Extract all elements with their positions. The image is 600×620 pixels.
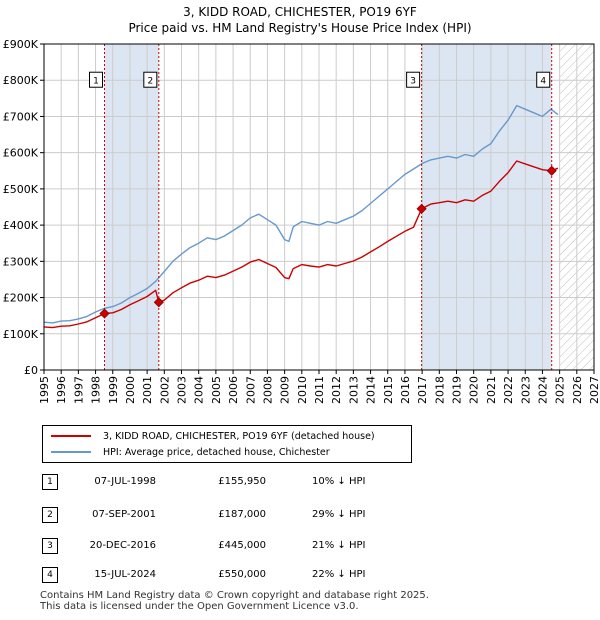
x-tick-label: 1997 [72,376,85,404]
transaction-hpi-diff: 10% ↓ HPI [312,476,366,487]
x-tick-label: 2021 [485,376,498,404]
x-tick-label: 2020 [468,376,481,404]
footer-copyright: Contains HM Land Registry data © Crown c… [40,590,429,601]
transaction-marker [416,203,427,214]
x-tick-label: 2023 [519,376,532,404]
transaction-row: 3 20-DEC-2016 £445,000 21% ↓ HPI [0,536,600,556]
x-tick-label: 2025 [554,376,567,404]
x-tick-label: 2012 [330,376,343,404]
x-tick-label: 2011 [313,376,326,404]
footer-license: This data is licensed under the Open Gov… [40,601,359,612]
transaction-date: 07-SEP-2001 [92,509,156,520]
transaction-hpi-diff: 29% ↓ HPI [312,509,366,520]
marker-label: 4 [540,77,546,87]
x-tick-label: 2015 [382,376,395,404]
x-tick-label: 1999 [107,376,120,404]
marker-label-box [143,71,158,88]
x-tick-label: 2006 [227,376,240,404]
legend-label-hpi: HPI: Average price, detached house, Chic… [103,446,330,458]
x-tick-label: 2016 [399,376,412,404]
hpi-line [43,104,559,324]
transaction-marker [546,165,557,176]
legend-item-hpi: HPI: Average price, detached house, Chic… [51,445,330,459]
y-tick-label: £0 [24,364,38,377]
x-tick-label: 2002 [158,376,171,404]
transaction-row: 4 15-JUL-2024 £550,000 22% ↓ HPI [0,565,600,585]
transaction-hpi-diff: 22% ↓ HPI [312,569,366,580]
x-tick-label: 2010 [296,376,309,404]
x-tick-label: 2009 [279,376,292,404]
x-tick-label: 2001 [141,376,154,404]
legend-swatch-price [51,435,91,437]
legend-swatch-hpi [51,451,91,453]
marker-label: 3 [410,77,416,87]
transaction-price: £187,000 [218,509,266,520]
legend-label-price: 3, KIDD ROAD, CHICHESTER, PO19 6YF (deta… [103,430,375,442]
transaction-number: 1 [42,474,58,490]
y-tick-label: £600K [3,147,39,160]
price-line [43,160,559,329]
transaction-price: £550,000 [218,569,266,580]
transaction-marker [153,297,164,308]
x-tick-label: 2014 [365,376,378,404]
x-tick-label: 2000 [124,376,137,404]
x-tick-label: 2024 [536,376,549,404]
transaction-date: 20-DEC-2016 [89,540,156,551]
y-tick-label: £300K [3,255,39,268]
transaction-price: £155,950 [218,476,266,487]
transaction-price: £445,000 [218,540,266,551]
x-tick-label: 2013 [347,376,360,404]
x-tick-label: 2022 [502,376,515,404]
chart-subtitle: Price paid vs. HM Land Registry's House … [128,21,472,35]
footer: Contains HM Land Registry data © Crown c… [40,590,429,612]
shaded-span [104,44,159,370]
y-tick-label: £200K [3,292,39,305]
marker-label-box [406,71,421,88]
chart-legend: 3, KIDD ROAD, CHICHESTER, PO19 6YF (deta… [42,425,412,463]
x-tick-label: 2026 [571,376,584,404]
x-tick-label: 2008 [261,376,274,404]
transaction-date: 07-JUL-1998 [94,476,156,487]
chart-title: 3, KIDD ROAD, CHICHESTER, PO19 6YF [183,5,417,19]
transaction-row: 1 07-JUL-1998 £155,950 10% ↓ HPI [0,472,600,492]
transaction-number: 2 [42,507,58,523]
x-tick-label: 2018 [433,376,446,404]
y-tick-label: £500K [3,183,39,196]
marker-label-box [536,71,551,88]
x-tick-label: 2004 [193,376,206,404]
y-tick-label: £100K [3,328,39,341]
x-tick-label: 2017 [416,376,429,404]
legend-item-price: 3, KIDD ROAD, CHICHESTER, PO19 6YF (deta… [51,429,375,443]
x-tick-label: 1996 [55,376,68,404]
x-tick-label: 2005 [210,376,223,404]
y-tick-label: £700K [3,110,39,123]
shaded-span [421,44,552,370]
transaction-number: 3 [42,538,58,554]
transaction-number: 4 [42,567,58,583]
x-tick-label: 2027 [588,376,600,404]
y-tick-label: £900K [3,38,39,51]
marker-label: 1 [93,77,99,87]
x-tick-label: 2019 [451,376,464,404]
x-tick-label: 1995 [38,376,51,404]
marker-label-box [89,71,103,88]
x-tick-label: 2007 [244,376,257,404]
x-tick-label: 2003 [176,376,189,404]
marker-label: 2 [147,77,153,87]
transaction-marker [99,308,110,319]
transaction-hpi-diff: 21% ↓ HPI [312,540,366,551]
transaction-row: 2 07-SEP-2001 £187,000 29% ↓ HPI [0,505,600,525]
y-tick-label: £400K [3,219,39,232]
y-tick-label: £800K [3,74,39,87]
transaction-date: 15-JUL-2024 [94,569,156,580]
price-chart: 1 2 3 4 £0 £100K £200K £300K £400K £500K £600K £70… [3,38,600,404]
x-tick-label: 1998 [90,376,103,404]
